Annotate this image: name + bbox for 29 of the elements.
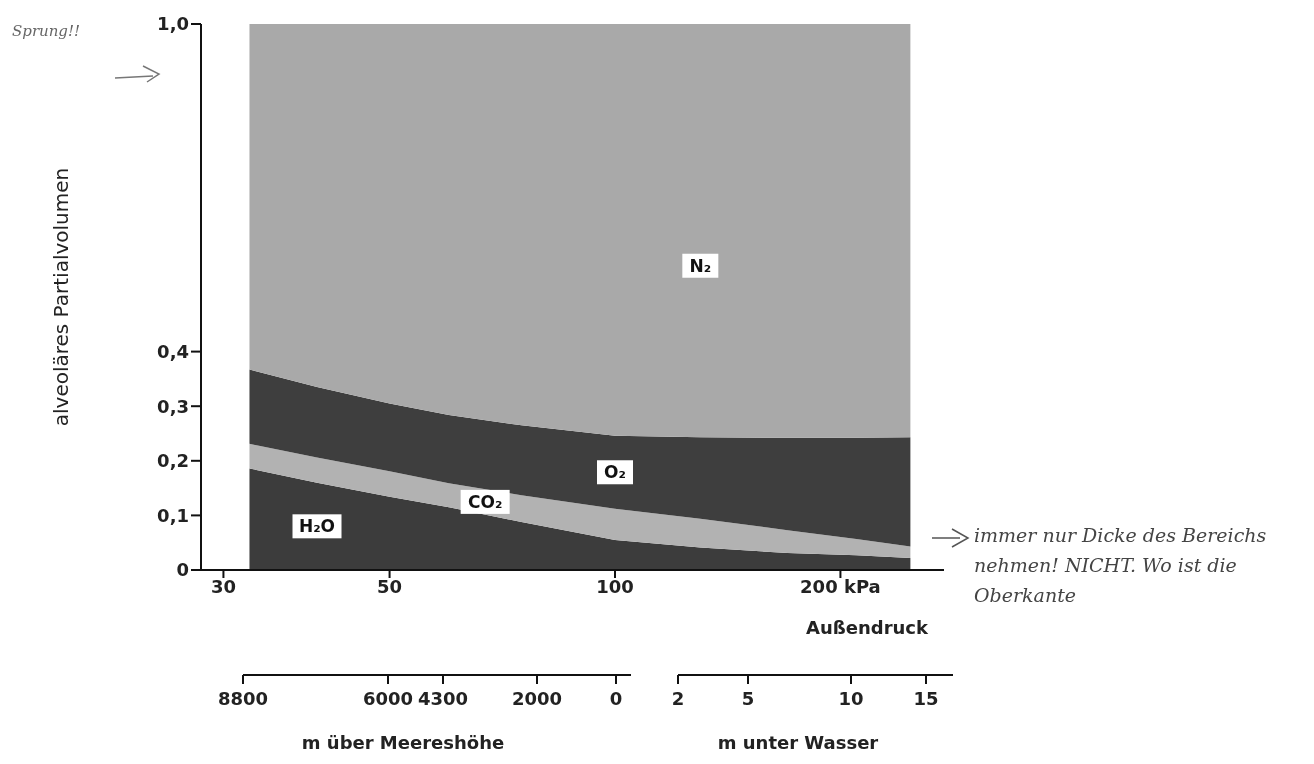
- y-axis-title: alveoläres Partialvolumen: [49, 167, 74, 427]
- text: 8800: [216, 688, 270, 709]
- x-tick-label: 30: [210, 575, 236, 597]
- text: 15: [912, 688, 940, 709]
- text: 2: [670, 688, 686, 709]
- text: 5: [740, 688, 756, 709]
- x-axis-title: Außendruck: [806, 617, 930, 638]
- series-label: CO₂: [467, 491, 503, 512]
- text: m über Meereshöhe: [300, 732, 506, 753]
- text: 6000: [362, 688, 414, 709]
- y-tick-label: 0,1: [157, 504, 189, 526]
- y-tick-label: 0,3: [157, 395, 189, 417]
- text: Sprung!!: [12, 22, 81, 40]
- text: 4300: [417, 688, 469, 709]
- x-tick-label: 100: [596, 575, 634, 597]
- text: m unter Wasser: [716, 732, 880, 753]
- series-label: O₂: [604, 462, 626, 483]
- y-tick-label: 0: [176, 559, 189, 581]
- text: immer nur Dicke des Bereichs nehmen! NICHT. Wo ist die Oberkante: [974, 523, 1268, 608]
- text: 2000: [510, 688, 564, 709]
- text: 0: [608, 688, 624, 709]
- text: 10: [837, 688, 865, 709]
- series-label: H₂O: [298, 516, 336, 537]
- y-tick-label: 1,0: [157, 13, 189, 35]
- series-label: N₂: [689, 255, 712, 276]
- y-tick-label: 0,2: [157, 450, 189, 472]
- y-tick-label: 0,4: [157, 340, 189, 362]
- x-tick-label: 200 kPa: [800, 575, 881, 597]
- x-tick-label: 50: [377, 575, 403, 597]
